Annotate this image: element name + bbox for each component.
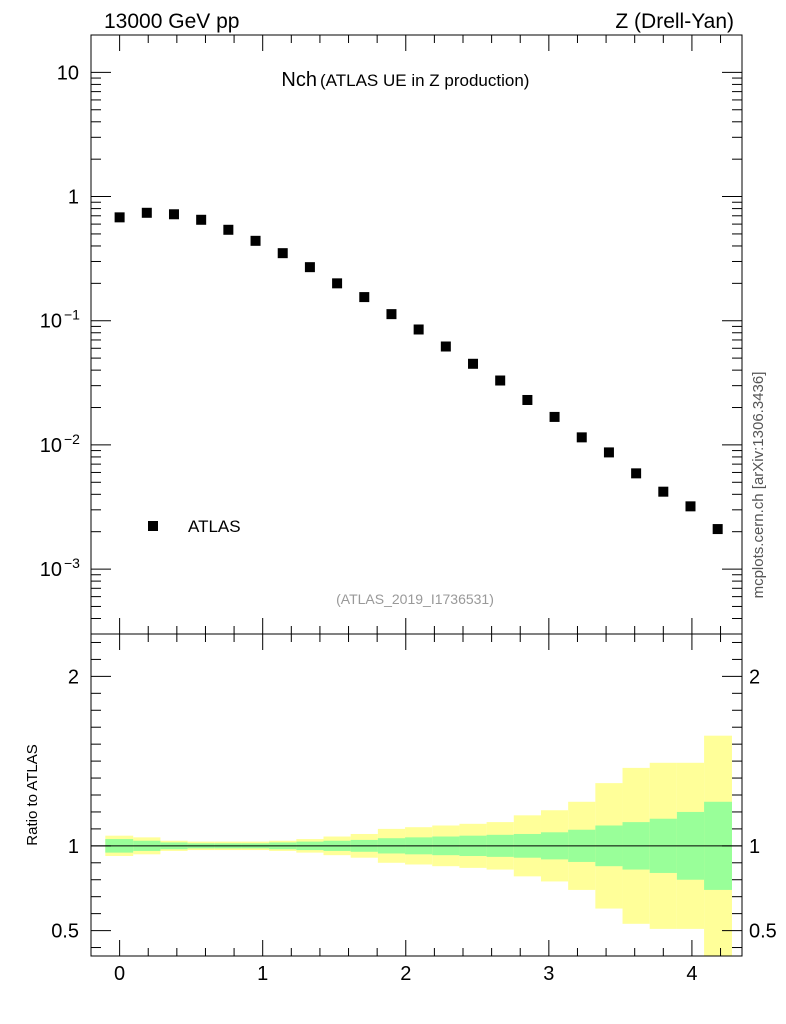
plot-title-main: Nch — [281, 69, 317, 91]
ratio-y-tick-label-right: 0.5 — [749, 921, 777, 943]
data-point — [658, 486, 669, 497]
data-point — [468, 358, 479, 369]
data-point — [549, 411, 560, 422]
legend-marker — [148, 521, 158, 531]
data-point — [196, 214, 207, 225]
data-point — [277, 248, 288, 259]
ratio-y-tick-label-right: 1 — [749, 836, 760, 858]
data-point — [250, 235, 261, 246]
analysis-watermark: (ATLAS_2019_I1736531) — [336, 591, 494, 607]
main-plot-frame — [90, 34, 743, 635]
ratio-y-tick-label-right: 2 — [749, 666, 760, 688]
data-point — [332, 278, 343, 289]
x-tick-label: 4 — [686, 963, 697, 985]
ratio-y-tick-label-left: 0.5 — [51, 921, 79, 943]
data-point — [522, 394, 533, 405]
ratio-y-tick-label-left: 2 — [68, 666, 79, 688]
plot-title-sub: (ATLAS UE in Z production) — [320, 71, 529, 90]
data-point — [440, 341, 451, 352]
legend-label: ATLAS — [188, 517, 241, 536]
data-point — [631, 468, 642, 479]
y-tick-exponent: −3 — [64, 555, 80, 571]
legend: ATLAS — [148, 517, 241, 536]
y-tick-exponent: −2 — [64, 431, 80, 447]
data-point — [223, 224, 234, 235]
data-point — [359, 292, 370, 303]
data-point — [576, 432, 587, 443]
y-tick-label: 1 — [68, 187, 79, 209]
data-point — [141, 207, 152, 218]
data-points — [114, 207, 723, 535]
y-tick-label: 10 — [40, 559, 62, 581]
ratio-y-tick-labels: 0.5 0.5 1 1 2 2 — [51, 666, 777, 942]
x-tick-label: 3 — [543, 963, 554, 985]
y-tick-label: 10 — [40, 311, 62, 333]
data-point — [712, 524, 723, 535]
x-tick-label: 0 — [114, 963, 125, 985]
data-point — [114, 212, 125, 223]
main-axis-ticks — [90, 34, 742, 635]
header-energy: 13000 GeV pp — [104, 10, 239, 33]
x-tick-labels: 0 1 2 3 4 — [114, 963, 697, 985]
x-tick-label: 1 — [257, 963, 268, 985]
ratio-plot-panel: 0.5 0.5 1 1 2 2 0 1 2 3 4 Ratio to ATLAS — [24, 633, 777, 985]
y-tick-label: 10 — [57, 62, 79, 84]
x-tick-label: 2 — [400, 963, 411, 985]
side-label: mcplots.cern.ch [arXiv:1306.3436] — [750, 372, 767, 599]
data-point — [168, 209, 179, 220]
data-point — [603, 447, 614, 458]
header-process: Z (Drell-Yan) — [615, 10, 734, 33]
data-point — [413, 324, 424, 335]
ratio-y-tick-label-left: 1 — [68, 836, 79, 858]
data-point — [685, 501, 696, 512]
y-tick-exponent: −1 — [64, 307, 80, 323]
data-point — [304, 262, 315, 273]
ratio-y-axis-label: Ratio to ATLAS — [24, 744, 41, 845]
ratio-axis-ticks — [90, 634, 742, 956]
data-point — [386, 309, 397, 320]
y-tick-label: 10 — [40, 435, 62, 457]
data-point — [495, 375, 506, 386]
ratio-plot-frame — [90, 633, 743, 957]
